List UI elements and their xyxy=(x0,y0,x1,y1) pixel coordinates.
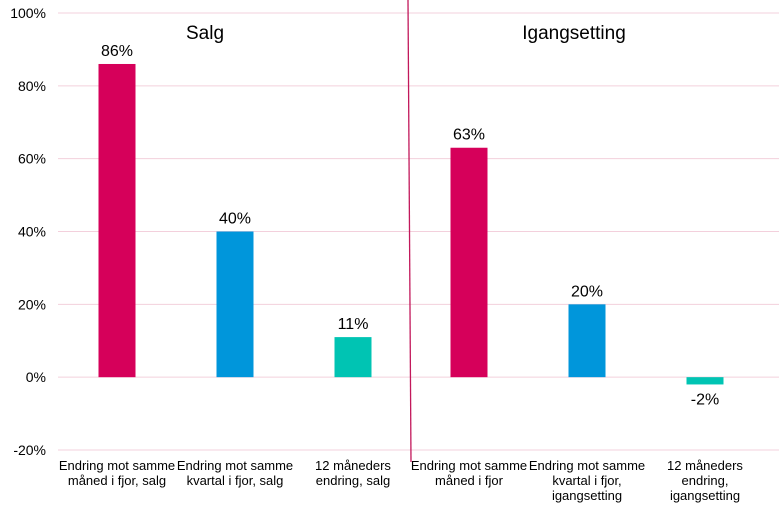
data-label: -2% xyxy=(691,391,719,408)
data-label: 40% xyxy=(219,211,251,228)
y-tick-label: 40% xyxy=(18,224,46,240)
data-label: 11% xyxy=(338,316,369,333)
category-label-line: Endring mot samme xyxy=(529,458,645,473)
bar xyxy=(450,147,488,378)
panel-title: Igangsetting xyxy=(522,23,626,44)
panel-titles: Salg Igangsetting xyxy=(186,23,626,44)
category-label: Endring mot samme kvartal i fjor, salg xyxy=(177,458,293,488)
category-label: Endring mot samme måned i fjor xyxy=(411,458,527,488)
category-labels: Endring mot samme måned i fjor, salgEndri… xyxy=(59,458,744,503)
bar xyxy=(216,231,254,378)
category-label: Endring mot samme kvartal i fjor, igangset… xyxy=(529,458,645,503)
bar xyxy=(98,63,136,378)
gridlines xyxy=(58,12,779,451)
y-tick-label: 0% xyxy=(26,369,46,385)
y-tick-label: 60% xyxy=(18,151,46,167)
bar xyxy=(334,337,372,378)
data-label: 86% xyxy=(101,43,133,60)
category-label-line: måned i fjor xyxy=(435,473,504,488)
category-label-line: kvartal i fjor, salg xyxy=(187,473,284,488)
bar xyxy=(568,304,606,378)
category-label-line: kvartal i fjor, xyxy=(552,473,621,488)
category-label-line: måned i fjor, salg xyxy=(68,473,166,488)
category-label-line: endring, salg xyxy=(316,473,390,488)
y-tick-label: 20% xyxy=(18,296,46,312)
y-tick-label: -20% xyxy=(13,442,46,458)
data-label: 63% xyxy=(453,127,485,144)
bar xyxy=(686,377,724,385)
category-label-line: igangsetting xyxy=(552,488,622,503)
category-label: Endring mot samme måned i fjor, salg xyxy=(59,458,175,488)
category-label-line: Endring mot samme xyxy=(59,458,175,473)
y-tick-label: 100% xyxy=(10,5,46,21)
category-label-line: 12 måneders xyxy=(315,458,391,473)
y-tick-label: 80% xyxy=(18,78,46,94)
category-label-line: endring, xyxy=(682,473,729,488)
panel-title: Salg xyxy=(186,23,224,44)
category-label-line: Endring mot samme xyxy=(411,458,527,473)
y-axis: -20% 0% 20% 40% 60% 80% 100% xyxy=(10,5,46,458)
category-label: 12 måneders endring, igangsetting xyxy=(667,458,743,503)
category-label-line: Endring mot samme xyxy=(177,458,293,473)
data-label: 20% xyxy=(571,283,603,300)
category-label: 12 måneders endring, salg xyxy=(315,458,391,488)
bars: 86% 40% 11% 63% 20% -2% xyxy=(98,43,724,408)
category-label-line: 12 måneders xyxy=(667,458,743,473)
category-label-line: igangsetting xyxy=(670,488,740,503)
panel-divider xyxy=(407,0,412,463)
